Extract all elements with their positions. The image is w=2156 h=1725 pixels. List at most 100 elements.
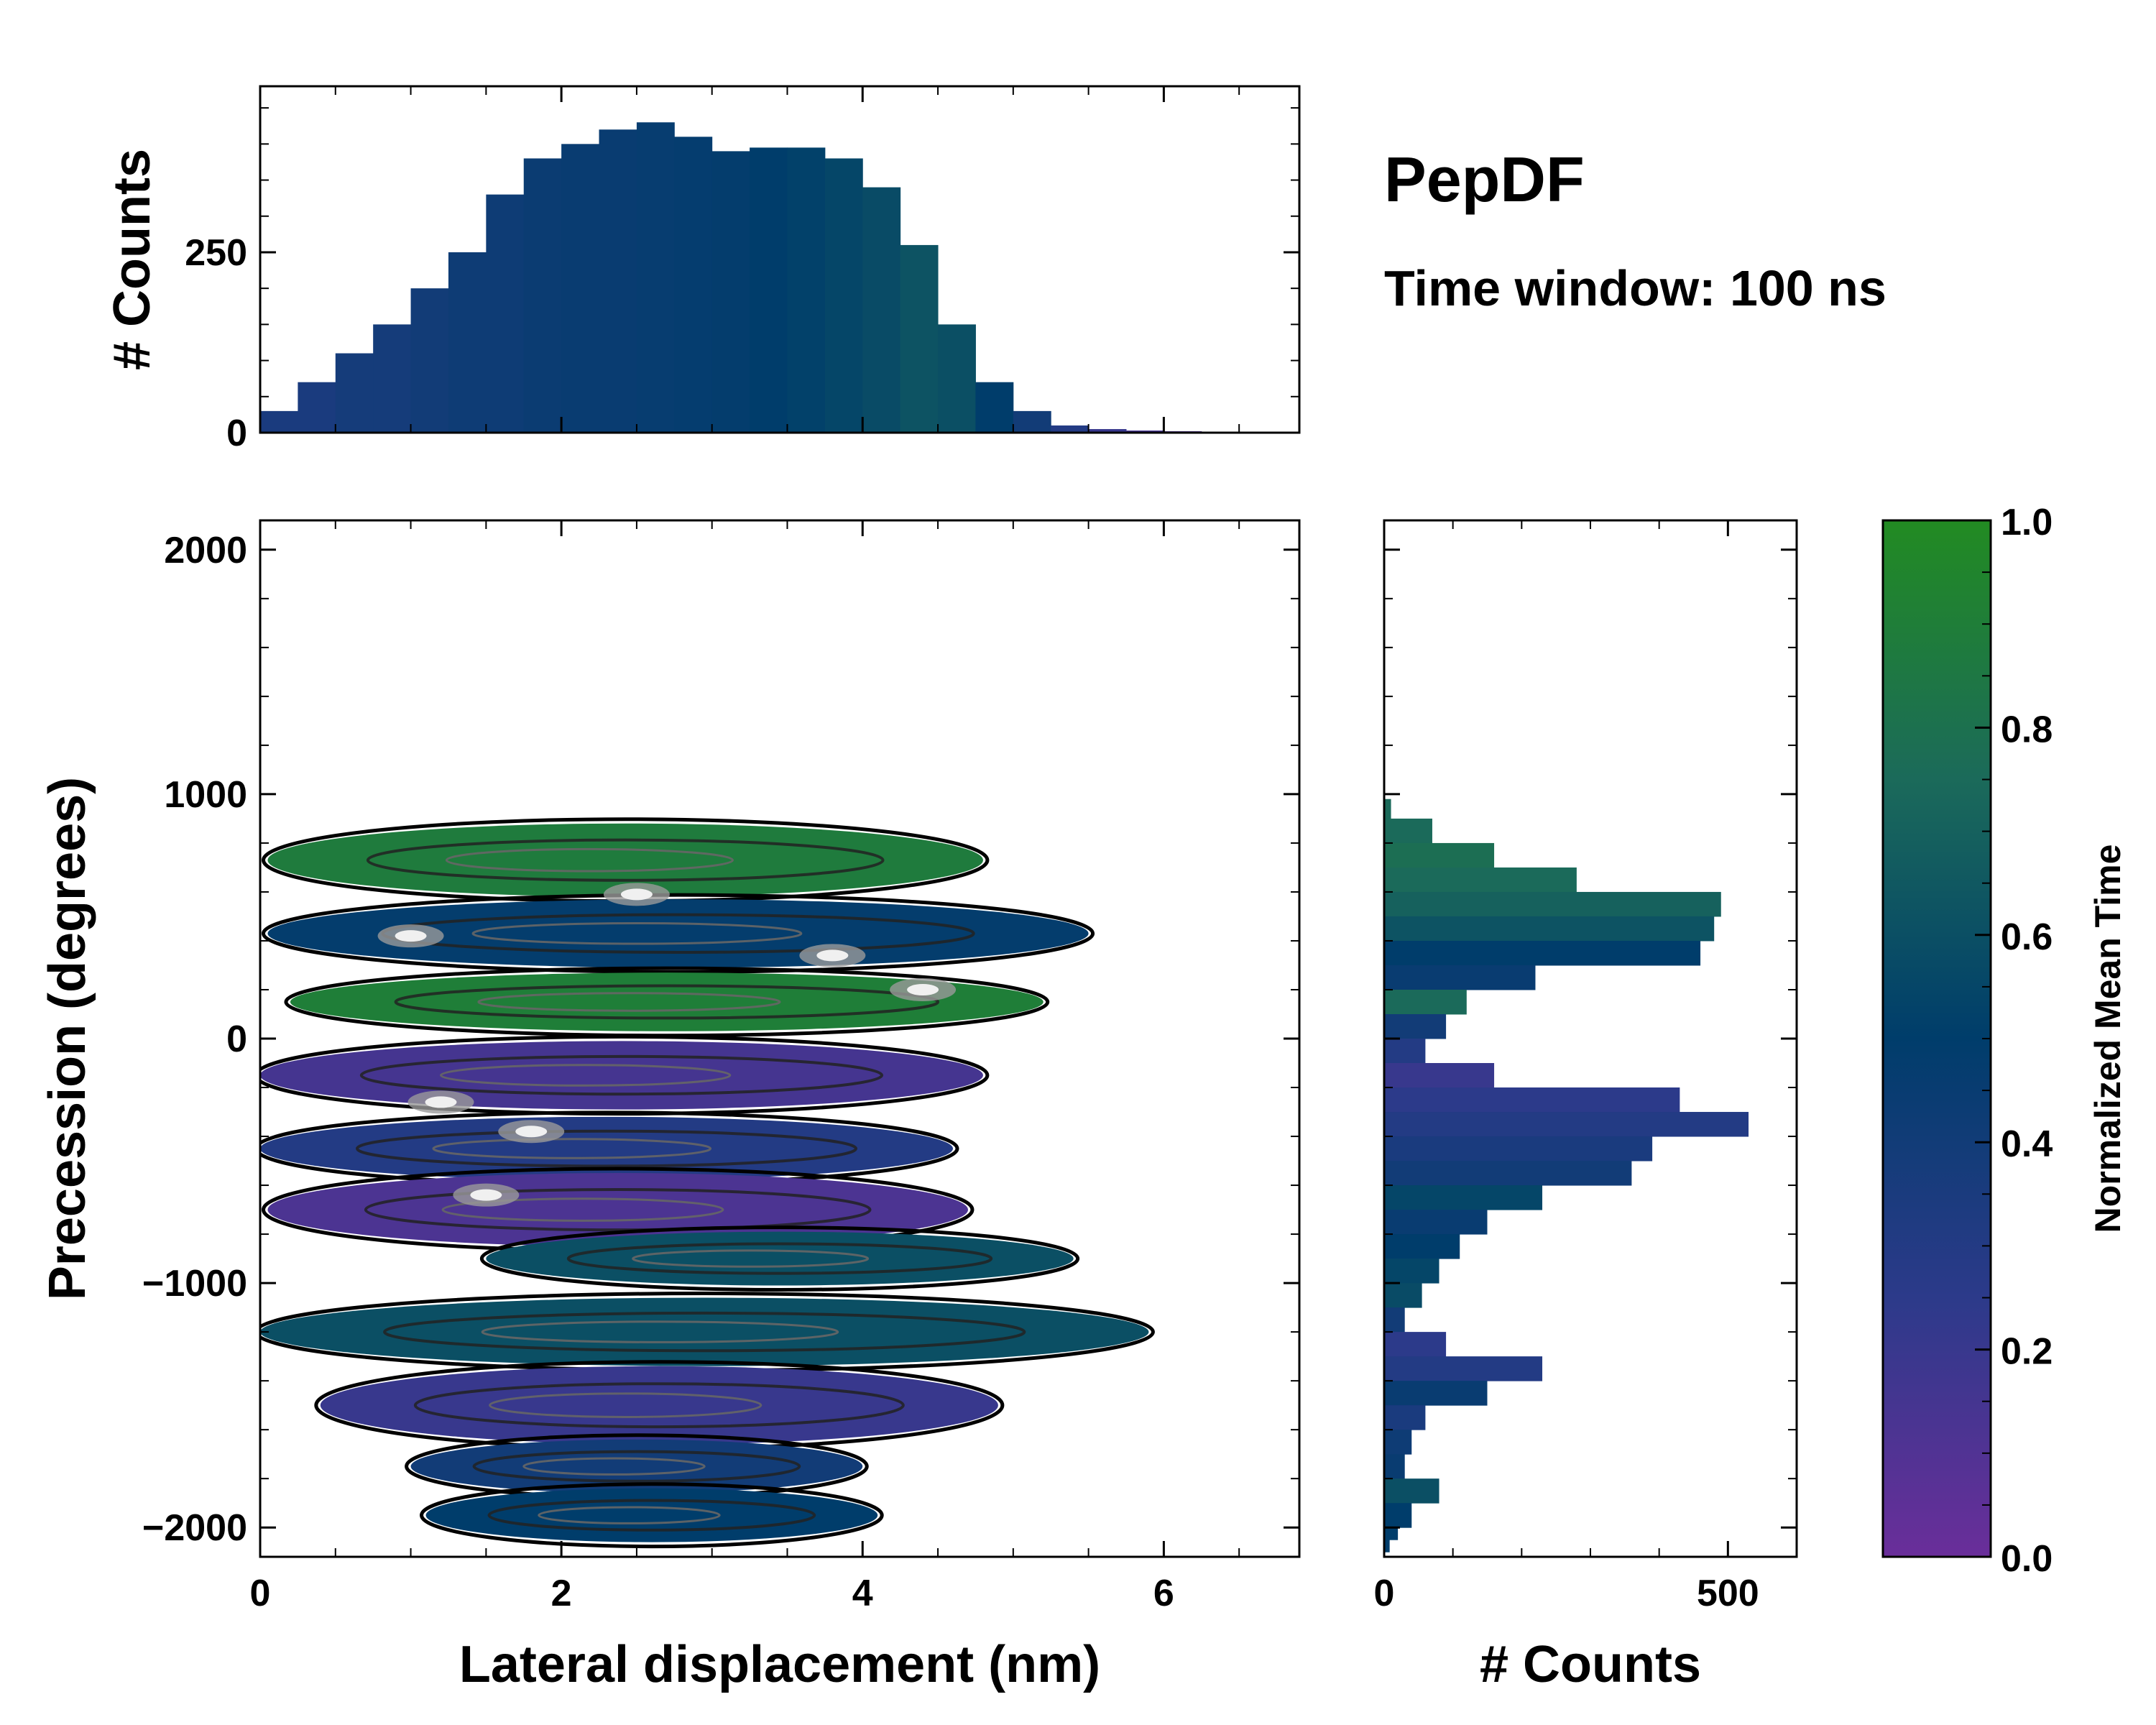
top-histogram-bar xyxy=(599,129,637,433)
x-tick-label: 2 xyxy=(551,1573,572,1614)
right-histogram-bar xyxy=(1384,940,1701,966)
top-histogram-bar xyxy=(523,158,562,433)
top-histogram-bar xyxy=(373,324,412,433)
density-peak xyxy=(470,1189,502,1201)
heatmap-band xyxy=(260,1041,983,1110)
right-histogram-bar xyxy=(1384,1527,1399,1540)
right-histogram-bar xyxy=(1384,1454,1405,1479)
right-histogram-bar xyxy=(1384,1112,1749,1137)
density-contour xyxy=(566,1242,993,1275)
density-contour xyxy=(538,1506,721,1524)
right-histogram-bar xyxy=(1384,989,1467,1015)
right-x-tick-label: 0 xyxy=(1374,1573,1395,1614)
density-contour xyxy=(439,1064,732,1087)
density-contour xyxy=(481,1320,839,1343)
density-contour xyxy=(364,1188,872,1232)
density-contour xyxy=(383,1311,1026,1353)
right-histogram-bar xyxy=(1384,1332,1447,1357)
right-histogram-bar xyxy=(1384,916,1715,942)
y-tick-label: 0 xyxy=(226,1018,247,1060)
density-contour xyxy=(522,1457,706,1476)
right-histogram-bar xyxy=(1384,1381,1488,1406)
top-histogram-bar xyxy=(824,158,863,433)
top-histogram-bar xyxy=(787,147,826,433)
density-contour xyxy=(471,921,803,945)
heatmap-band xyxy=(290,972,1044,1031)
right-histogram-bar xyxy=(1384,1478,1439,1504)
top-y-tick-label: 250 xyxy=(185,232,247,274)
band-outline xyxy=(261,893,1095,974)
right-histogram-bar xyxy=(1384,1063,1495,1088)
x-tick-label: 6 xyxy=(1153,1573,1174,1614)
top-histogram-bar xyxy=(674,137,713,433)
x-tick-label: 4 xyxy=(852,1573,873,1614)
top-histogram-frame xyxy=(259,85,1301,434)
colorbar-tick-label: 0.6 xyxy=(2001,916,2053,958)
band-outline xyxy=(479,1225,1080,1292)
colorbar-tick-label: 0.0 xyxy=(2001,1538,2053,1580)
top-histogram-bar xyxy=(335,353,374,433)
density-peak xyxy=(907,983,939,995)
density-contour xyxy=(432,1138,712,1159)
heatmap-band xyxy=(320,1366,998,1445)
right-histogram-panel: 0 500 # Counts xyxy=(1374,519,1798,1693)
top-histogram-bar xyxy=(561,144,600,433)
density-contour xyxy=(489,1392,763,1418)
right-histogram-bar xyxy=(1384,1307,1405,1333)
y-tick-label: −1000 xyxy=(142,1263,247,1305)
top-histogram-bar xyxy=(260,410,298,433)
chart-subtitle: Time window: 100 ns xyxy=(1384,260,1886,316)
top-histogram-bar xyxy=(1051,425,1089,433)
density-peak xyxy=(816,949,849,962)
right-histogram-bar xyxy=(1384,1405,1426,1430)
heatmap-frame xyxy=(259,519,1301,1558)
right-histogram-bar xyxy=(1384,1356,1543,1381)
right-histogram-bar xyxy=(1384,1013,1447,1039)
right-histogram-bar xyxy=(1384,1234,1460,1259)
heatmap-band xyxy=(486,1231,1074,1286)
colorbar-tick-label: 0.4 xyxy=(2001,1123,2053,1165)
density-contour xyxy=(487,1499,816,1532)
right-histogram-bar xyxy=(1384,1210,1488,1235)
colorbar-label: Normalized Mean Time xyxy=(2088,845,2128,1233)
top-histogram-bar xyxy=(298,382,336,433)
heatmap-band xyxy=(410,1439,863,1494)
y-tick-label: −2000 xyxy=(142,1507,247,1549)
top-histogram-bar xyxy=(862,187,901,433)
top-histogram-bar xyxy=(1126,430,1164,433)
x-axis-label: Lateral displacement (nm) xyxy=(459,1636,1100,1693)
right-x-tick-label: 500 xyxy=(1697,1573,1759,1614)
colorbar-tick-label: 1.0 xyxy=(2001,502,2053,543)
heatmap-band xyxy=(260,1297,1149,1366)
top-histogram-bar xyxy=(938,324,976,433)
top-histogram-bar xyxy=(448,252,487,433)
density-contour xyxy=(477,992,781,1012)
y-axis-label: Precession (degrees) xyxy=(39,777,96,1300)
density-peak xyxy=(395,930,427,942)
chart-title: PepDF xyxy=(1384,144,1585,215)
top-histogram-bar xyxy=(410,288,449,433)
right-histogram-bar xyxy=(1384,965,1536,990)
right-histogram-bar xyxy=(1384,799,1391,819)
top-histogram-panel: 0 250 # Counts xyxy=(103,85,1301,454)
top-histogram-bar xyxy=(636,122,675,433)
right-histogram-bar xyxy=(1384,1136,1653,1162)
x-tick-label: 0 xyxy=(250,1573,271,1614)
heatmap-panel: 0 2 4 6 2000 1000 0 −1000 −2000 Lateral displace… xyxy=(39,519,1301,1693)
top-histogram-bar xyxy=(1088,428,1127,433)
density-contour xyxy=(441,1197,724,1222)
density-contour xyxy=(366,838,885,882)
density-contour xyxy=(355,1129,858,1168)
heatmap-band xyxy=(267,899,1089,968)
right-histogram-bar xyxy=(1384,1259,1439,1284)
top-histogram-bar xyxy=(900,244,939,433)
right-histogram-bar xyxy=(1384,1039,1426,1064)
right-histogram-bar xyxy=(1384,1283,1422,1308)
right-histogram-frame xyxy=(1383,519,1798,1558)
right-histogram-bar xyxy=(1384,1185,1543,1210)
right-histogram-xlabel: # Counts xyxy=(1480,1636,1701,1693)
density-contour xyxy=(632,1249,870,1268)
top-y-tick-label: 0 xyxy=(226,413,247,454)
right-histogram-bar xyxy=(1384,891,1721,917)
